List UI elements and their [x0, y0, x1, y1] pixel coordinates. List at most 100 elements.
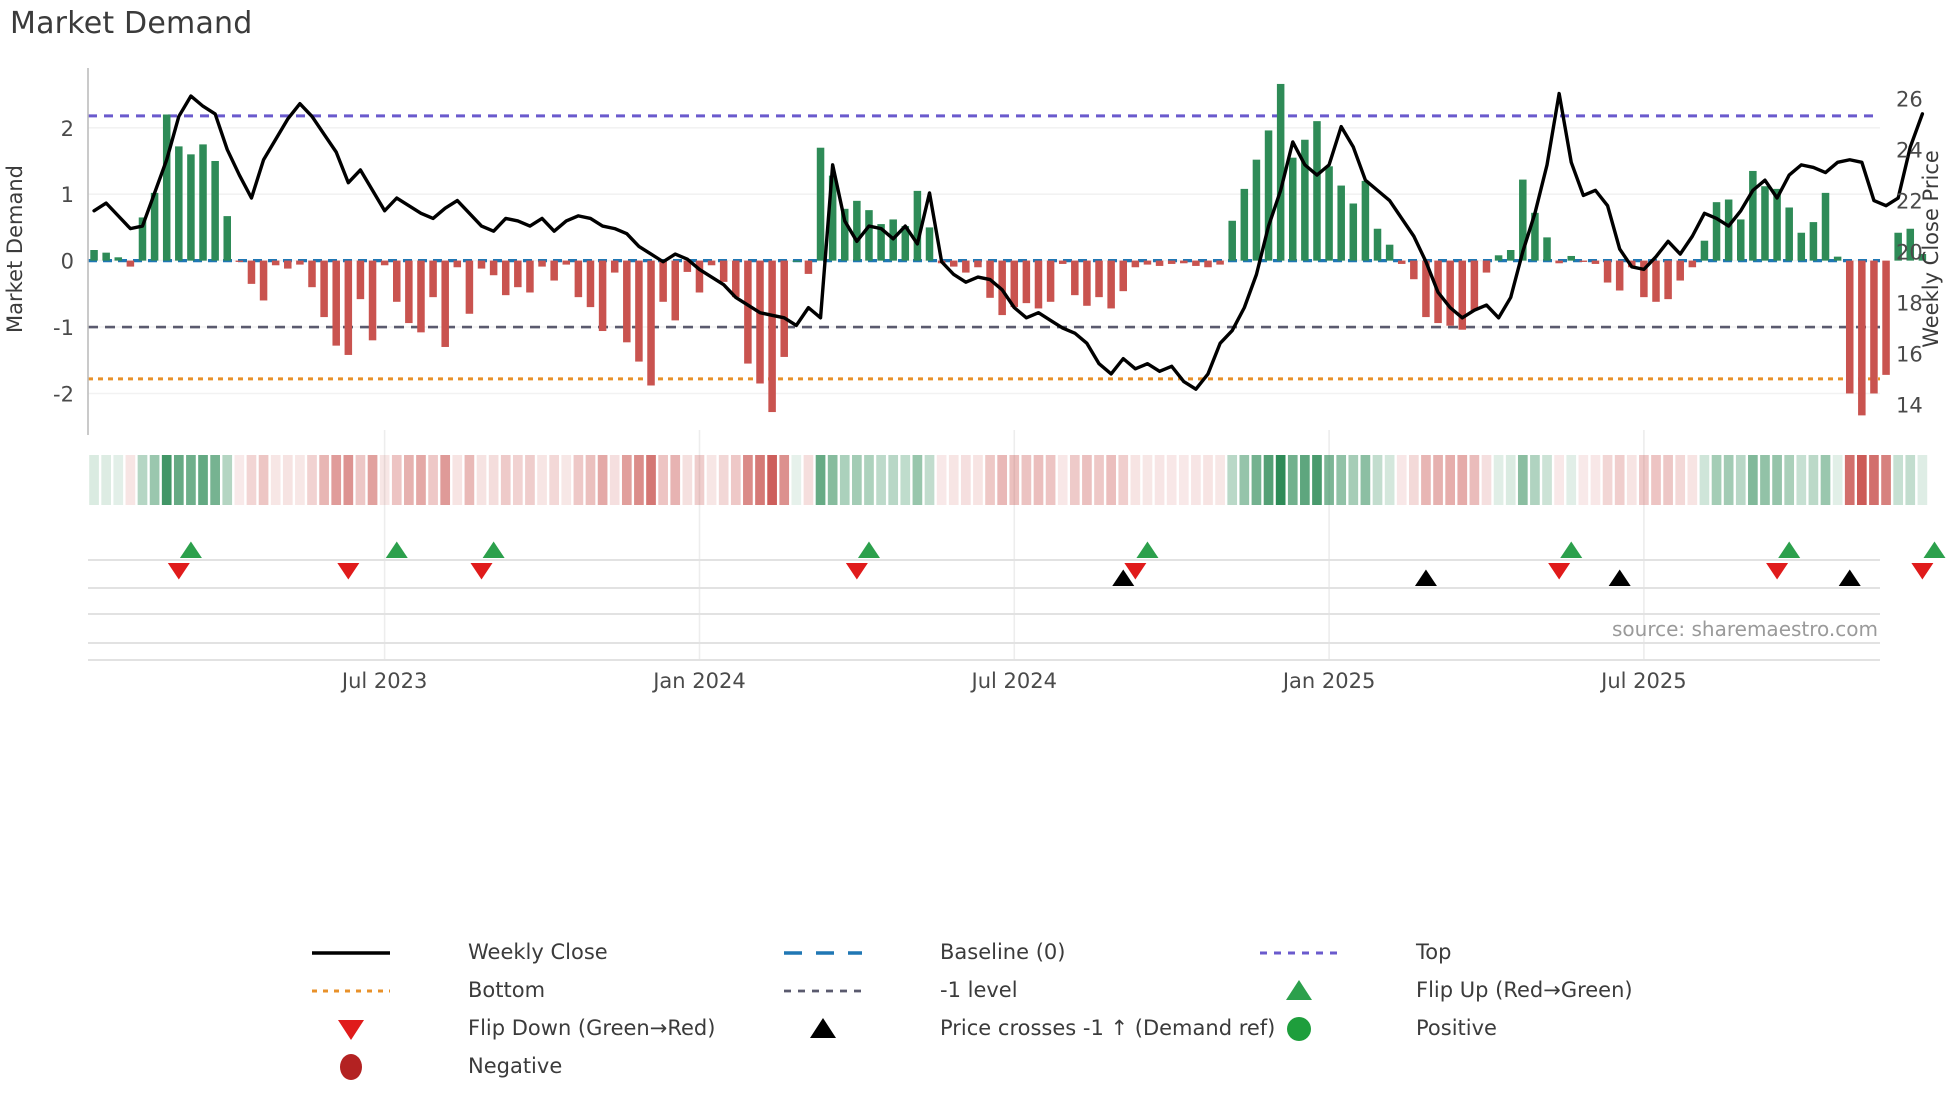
demand-bar — [1010, 260, 1019, 308]
heatmap-cell — [791, 455, 802, 505]
heatmap-cell — [621, 455, 632, 505]
demand-bar — [1555, 260, 1563, 264]
legend-item[interactable]: Positive — [1287, 1016, 1497, 1041]
demand-bar — [1058, 260, 1067, 264]
demand-bar — [792, 260, 801, 262]
demand-bar — [526, 260, 534, 293]
heatmap-cell — [1542, 455, 1552, 505]
demand-bar — [853, 200, 861, 261]
heatmap-cell — [125, 455, 136, 505]
demand-bar — [320, 260, 328, 318]
demand-bar — [1204, 260, 1212, 268]
demand-bar — [804, 260, 813, 274]
legend-item[interactable]: Top — [1260, 940, 1451, 964]
demand-bar — [1494, 255, 1503, 261]
legend-item[interactable]: -1 level — [784, 978, 1018, 1002]
demand-bar — [901, 226, 910, 261]
heatmap-cell — [1130, 455, 1141, 505]
demand-bar — [356, 260, 365, 300]
demand-bar — [453, 260, 462, 268]
heatmap-cell — [101, 455, 112, 505]
heatmap-cell — [222, 455, 233, 505]
flip-down-marker — [1548, 563, 1571, 580]
flip-down-marker — [1124, 563, 1147, 580]
legend-item[interactable]: Negative — [340, 1054, 562, 1080]
axes: 2 1 0 -1 -2 26 24 22 20 18 16 14 Market Demand Weekly… — [3, 68, 1943, 435]
weekly-close-line — [92, 91, 1925, 391]
heatmap-cell — [900, 455, 911, 505]
demand-bar — [598, 260, 607, 332]
right-axis-tick-label: 24 — [1896, 139, 1923, 163]
heatmap-cell — [149, 455, 160, 505]
demand-bar — [114, 257, 123, 261]
price-cross-markers — [1112, 569, 1861, 586]
demand-bar — [1506, 250, 1515, 261]
demand-bar — [719, 260, 728, 282]
legend-item[interactable]: Weekly Close — [312, 940, 608, 964]
demand-bar — [211, 160, 219, 261]
heatmap-cell — [1505, 455, 1516, 505]
heatmap-cell — [173, 455, 184, 505]
demand-bar — [308, 260, 316, 288]
heatmap-cell — [1469, 455, 1480, 505]
demand-bar — [756, 260, 764, 384]
heatmap-cell — [1142, 455, 1153, 505]
heatmap-cell — [1275, 455, 1286, 505]
heatmap-cell — [1760, 455, 1770, 505]
legend-item[interactable]: Bottom — [312, 978, 545, 1002]
heatmap-cell — [1590, 455, 1601, 505]
legend-item[interactable]: Baseline (0) — [784, 940, 1065, 964]
heatmap-cell — [1360, 455, 1371, 505]
flip-up-marker — [385, 541, 408, 558]
heatmap-cell — [1554, 455, 1564, 505]
demand-bar — [1095, 260, 1103, 298]
legend-item-label: Positive — [1416, 1016, 1497, 1040]
heatmap-cell — [839, 455, 850, 505]
heatmap-cell — [743, 455, 753, 505]
heatmap-cell — [1711, 455, 1722, 505]
legend-item[interactable]: Flip Up (Red→Green) — [1286, 978, 1633, 1002]
heatmap-cell — [1348, 455, 1359, 505]
heatmap-cell — [1869, 455, 1879, 505]
heatmap-cell — [1384, 455, 1395, 505]
heatmap-cell — [464, 455, 475, 505]
legend-circle-icon — [340, 1054, 362, 1080]
legend-item[interactable]: Price crosses -1 ↑ (Demand ref) — [810, 1016, 1275, 1040]
heatmap-cell — [488, 455, 499, 505]
demand-bar — [1192, 260, 1200, 266]
demand-bar — [247, 260, 256, 284]
heatmap-cell — [1082, 455, 1092, 505]
heatmap-cell — [1893, 455, 1904, 505]
heatmap-cell — [864, 455, 874, 505]
heatmap-cell — [210, 455, 220, 505]
heatmap-cell — [1009, 455, 1020, 505]
demand-bar — [1894, 232, 1902, 261]
flip-up-marker — [1136, 541, 1159, 558]
demand-bar — [732, 260, 740, 298]
heatmap-cell — [803, 455, 814, 505]
heatmap-cell — [1772, 455, 1782, 505]
x-axis-tick-label: Jul 2024 — [970, 669, 1057, 693]
heatmap-cell — [1917, 455, 1928, 505]
heatmap-cell — [1699, 455, 1710, 505]
legend-item-label: Bottom — [468, 978, 545, 1002]
flip-down-markers — [167, 563, 1934, 580]
demand-bar — [707, 260, 716, 266]
heatmap-cell — [186, 455, 196, 505]
flip-up-marker — [1560, 541, 1583, 558]
right-axis-title: Weekly Close Price — [1919, 150, 1943, 348]
heatmap-cell — [718, 455, 729, 505]
demand-bar — [1797, 232, 1806, 261]
demand-bar — [1349, 203, 1358, 261]
heatmap-cell — [924, 455, 935, 505]
heatmap-cell — [307, 455, 317, 505]
heatmap-cell — [1324, 455, 1334, 505]
legend-item[interactable]: Flip Down (Green→Red) — [338, 1016, 715, 1040]
left-axis-title: Market Demand — [3, 165, 27, 333]
page-title: Market Demand — [10, 6, 253, 41]
demand-bar — [1870, 260, 1878, 394]
heatmap-cell — [270, 455, 281, 505]
heatmap-cell — [936, 455, 947, 505]
chart-legend: Weekly Close Baseline (0) Top Bottom -1 leve… — [312, 940, 1633, 1080]
